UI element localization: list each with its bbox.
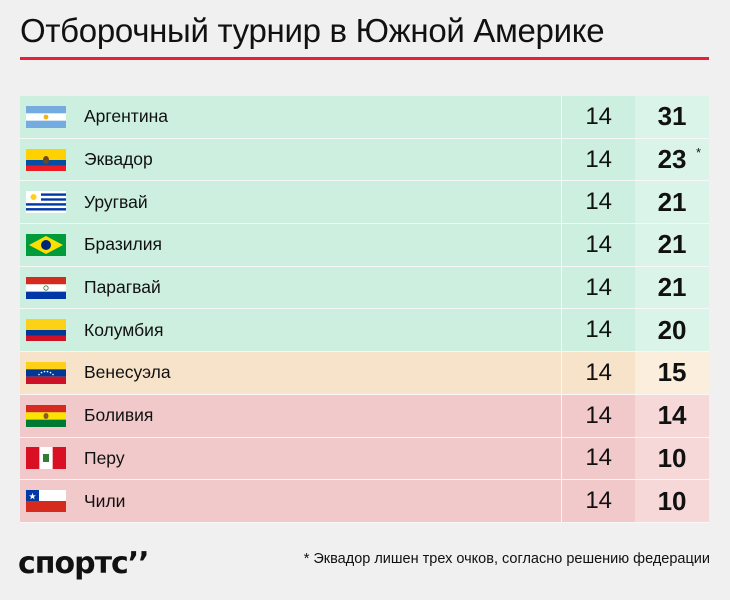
title-divider <box>20 57 709 60</box>
country-name: Уругвай <box>84 191 148 212</box>
chile-flag-icon <box>26 490 66 513</box>
points: 20 <box>635 309 709 352</box>
country-name: Парагвай <box>84 277 161 298</box>
sports-logo: спортс’’ <box>18 546 150 581</box>
uruguay-flag-icon <box>26 191 66 214</box>
country-name: Венесуэла <box>84 362 171 383</box>
footnote: * Эквадор лишен трех очков, согласно реш… <box>303 551 710 567</box>
points: 10 <box>635 480 709 522</box>
ecuador-flag-icon <box>26 148 66 171</box>
points: 23 * <box>635 138 709 181</box>
games-played: 14 <box>561 96 636 138</box>
points: 21 <box>635 224 709 266</box>
table-row: Перу 14 10 <box>20 437 709 481</box>
games-played: 14 <box>561 480 636 522</box>
country-name: Колумбия <box>84 319 164 340</box>
country-name: Бразилия <box>84 234 163 255</box>
table-row: Эквадор 14 23 * <box>20 138 709 182</box>
page-title: Отборочный турнир в Южной Америке <box>20 12 605 49</box>
standings-table: Аргентина 14 31 Эквадор 14 23 * Уругвай … <box>20 96 709 523</box>
games-played: 14 <box>561 394 636 437</box>
country-name: Эквадор <box>84 149 153 170</box>
table-row: Аргентина 14 31 <box>20 96 709 139</box>
table-row: Уругвай 14 21 <box>20 181 709 225</box>
country-name: Чили <box>84 490 126 511</box>
points: 21 <box>635 266 709 309</box>
games-played: 14 <box>561 309 636 352</box>
games-played: 14 <box>561 138 636 181</box>
games-played: 14 <box>561 266 636 309</box>
colombia-flag-icon <box>26 319 66 342</box>
argentina-flag-icon <box>26 105 66 128</box>
country-name: Перу <box>84 447 125 468</box>
table-row: Колумбия 14 20 <box>20 309 709 353</box>
venezuela-flag-icon <box>26 361 66 384</box>
table-row: Парагвай 14 21 <box>20 266 709 310</box>
paraguay-flag-icon <box>26 276 66 299</box>
points: 14 <box>635 394 709 437</box>
table-row: Чили 14 10 <box>20 480 709 523</box>
country-name: Боливия <box>84 405 154 426</box>
brazil-flag-icon <box>26 233 66 256</box>
games-played: 14 <box>561 224 636 266</box>
table-row: Венесуэла 14 15 <box>20 352 709 395</box>
peru-flag-icon <box>26 447 66 470</box>
games-played: 14 <box>561 437 636 480</box>
country-name: Аргентина <box>84 106 168 127</box>
bolivia-flag-icon <box>26 404 66 427</box>
points: 31 <box>635 96 709 138</box>
points: 21 <box>635 181 709 224</box>
footnote-marker: * <box>695 144 701 160</box>
points: 15 <box>635 352 709 394</box>
table-row: Бразилия 14 21 <box>20 224 709 267</box>
table-row: Боливия 14 14 <box>20 394 709 438</box>
games-played: 14 <box>561 352 636 394</box>
points: 10 <box>635 437 709 480</box>
games-played: 14 <box>561 181 636 224</box>
